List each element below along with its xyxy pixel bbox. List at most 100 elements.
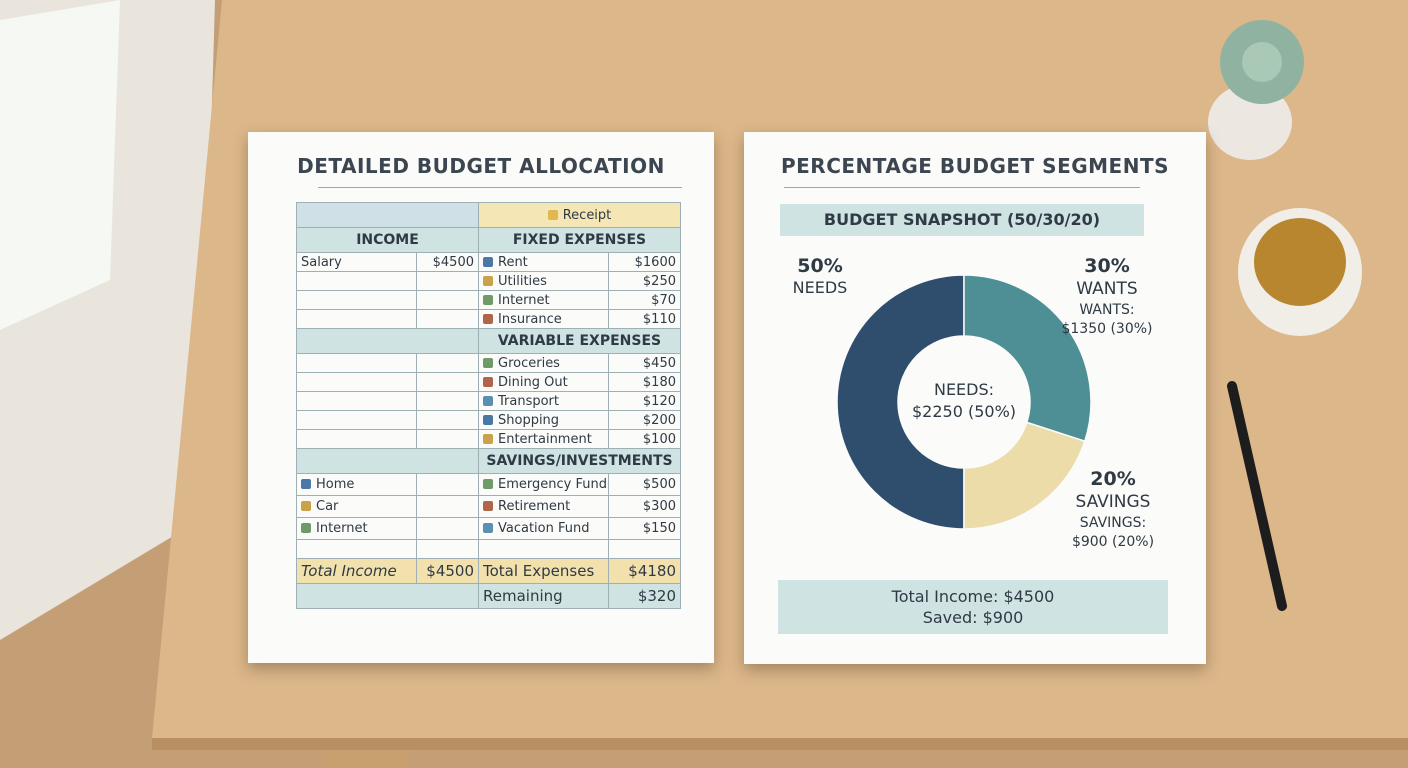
table-row: Shopping $200 xyxy=(296,410,681,430)
footer-income: Total Income: $4500 xyxy=(891,587,1055,606)
table-cell xyxy=(478,539,609,559)
table-cell xyxy=(296,271,417,291)
desk-leg xyxy=(322,750,410,768)
cell-text: $300 xyxy=(642,499,676,514)
icon xyxy=(483,395,493,406)
table-cell xyxy=(296,202,479,228)
table-cell: FIXED EXPENSES xyxy=(478,227,681,253)
cell-text: Insurance xyxy=(498,311,562,327)
icon xyxy=(483,479,493,489)
icon xyxy=(301,501,311,511)
table-cell xyxy=(608,539,681,559)
icon xyxy=(483,433,493,444)
table-cell: Groceries xyxy=(478,353,609,373)
cell-text: Salary xyxy=(301,254,342,270)
table-cell: Dining Out xyxy=(478,372,609,392)
table-cell: Utilities xyxy=(478,271,609,291)
cell-text: Vacation Fund xyxy=(498,521,590,536)
table-cell xyxy=(416,309,479,329)
window xyxy=(0,0,120,330)
table-cell: $300 xyxy=(608,495,681,518)
table-cell xyxy=(296,583,479,609)
title-rule xyxy=(784,187,1140,188)
table-row: Home Emergency Fund $500 xyxy=(296,473,681,496)
desk-edge xyxy=(152,738,1408,750)
footer-saved: Saved: $900 xyxy=(922,608,1024,627)
table-row: SAVINGS/INVESTMENTS xyxy=(296,448,681,474)
tea xyxy=(1254,218,1346,306)
icon xyxy=(301,523,311,533)
cell-text: $200 xyxy=(642,412,676,428)
table-cell: Entertainment xyxy=(478,429,609,449)
cell-text: FIXED EXPENSES xyxy=(512,232,647,248)
table-cell xyxy=(416,517,479,540)
table-cell: Vacation Fund xyxy=(478,517,609,540)
table-row: Insurance $110 xyxy=(296,309,681,329)
table-cell: SAVINGS/INVESTMENTS xyxy=(478,448,681,474)
cell-text: $4180 xyxy=(628,562,676,580)
table-row: Salary $4500 Rent $1600 xyxy=(296,252,681,272)
table-cell: $200 xyxy=(608,410,681,430)
table-row: Entertainment $100 xyxy=(296,429,681,449)
cell-text: $150 xyxy=(642,521,676,536)
cell-text: $450 xyxy=(642,355,676,371)
table-row: Receipt xyxy=(296,202,681,228)
table-cell xyxy=(416,539,479,559)
sheet-title: DETAILED BUDGET ALLOCATION xyxy=(297,154,665,178)
table-cell xyxy=(416,391,479,411)
table-cell: Home xyxy=(296,473,417,496)
cell-text: $180 xyxy=(642,374,676,390)
table-cell xyxy=(416,495,479,518)
cell-text: $320 xyxy=(637,587,676,605)
table-cell: Total Expenses xyxy=(478,558,609,584)
table-cell xyxy=(416,429,479,449)
table-row: Remaining $320 xyxy=(296,583,681,609)
icon xyxy=(483,275,493,286)
table-cell: $450 xyxy=(608,353,681,373)
table-cell: $180 xyxy=(608,372,681,392)
table-cell: Shopping xyxy=(478,410,609,430)
cell-text: Car xyxy=(316,499,339,514)
table-row xyxy=(296,539,681,559)
cell-text: Total Expenses xyxy=(483,562,595,580)
cell-text: $110 xyxy=(642,311,676,327)
budget-table: Receipt INCOME FIXED EXPENSES Salary $4500 Re… xyxy=(296,202,681,609)
cell-text: Utilities xyxy=(498,273,547,289)
table-cell: Car xyxy=(296,495,417,518)
table-cell: $4500 xyxy=(416,558,479,584)
table-cell xyxy=(416,410,479,430)
segments-sheet: PERCENTAGE BUDGET SEGMENTS BUDGET SNAPSH… xyxy=(744,132,1206,664)
cell-text: $4500 xyxy=(432,254,474,270)
table-cell: Retirement xyxy=(478,495,609,518)
icon xyxy=(483,357,493,368)
cell-text: Dining Out xyxy=(498,374,568,390)
table-cell xyxy=(296,429,417,449)
table-cell xyxy=(296,410,417,430)
cell-text: Transport xyxy=(498,393,560,409)
cell-text: Rent xyxy=(498,254,528,270)
icon xyxy=(483,256,493,267)
cell-text: Retirement xyxy=(498,499,571,514)
pen xyxy=(1227,381,1287,611)
cell-text: SAVINGS/INVESTMENTS xyxy=(486,453,673,469)
icon xyxy=(483,294,493,305)
table-cell xyxy=(416,372,479,392)
cell-text: $1600 xyxy=(634,254,676,270)
cell-text: Internet xyxy=(316,521,368,536)
table-cell: Rent xyxy=(478,252,609,272)
table-cell xyxy=(416,353,479,373)
table-cell xyxy=(416,290,479,310)
table-cell: Remaining xyxy=(478,583,609,609)
icon xyxy=(483,414,493,425)
subtitle-band: BUDGET SNAPSHOT (50/30/20) xyxy=(780,204,1144,236)
budget-sheet: DETAILED BUDGET ALLOCATION Receipt INCOME… xyxy=(248,132,714,663)
table-row: INCOME FIXED EXPENSES xyxy=(296,227,681,253)
table-cell: Insurance xyxy=(478,309,609,329)
cell-text: Shopping xyxy=(498,412,560,428)
table-cell xyxy=(296,353,417,373)
table-cell: Total Income xyxy=(296,558,417,584)
table-cell: $110 xyxy=(608,309,681,329)
table-cell: $250 xyxy=(608,271,681,291)
table-cell: Internet xyxy=(296,517,417,540)
